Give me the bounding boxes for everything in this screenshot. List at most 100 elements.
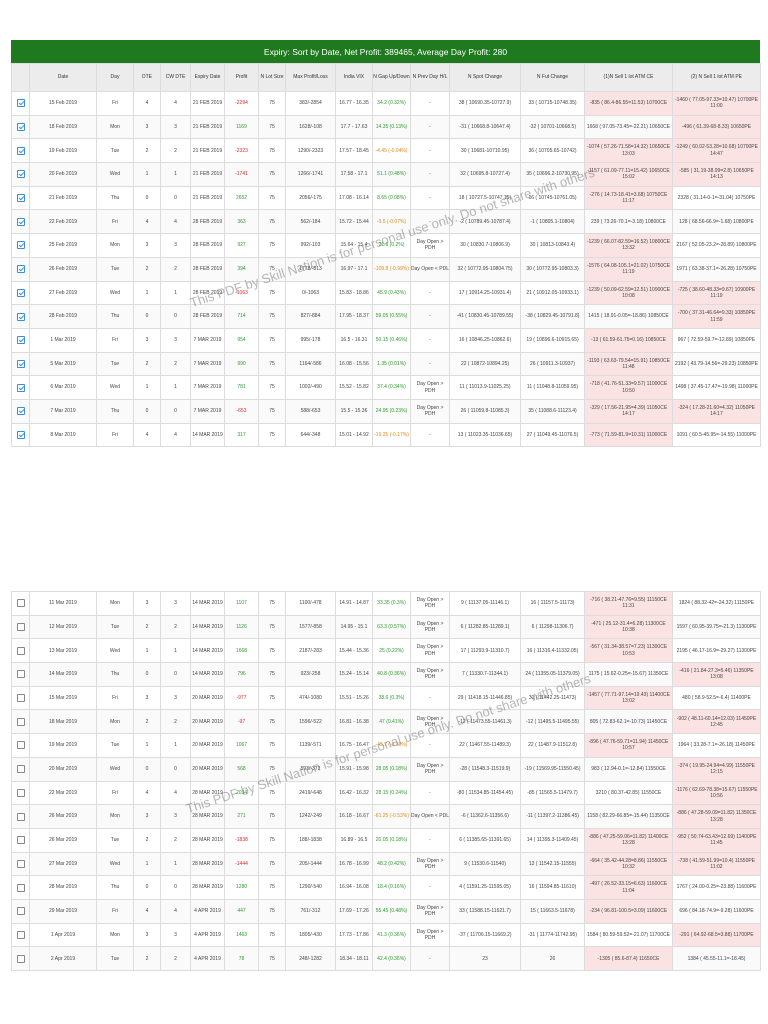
row-checkbox[interactable]: [16, 359, 25, 368]
date-cell: 5 Mar 2019: [29, 351, 97, 377]
profit-cell: -1741: [224, 162, 259, 187]
expiry-cell: 28 FEB 2019: [190, 304, 225, 329]
prev-day-hl-cell: -: [410, 327, 450, 353]
cw-dte-cell: 3: [160, 114, 191, 140]
expiry-cell: 21 FEB 2019: [190, 185, 225, 211]
row-checkbox[interactable]: [16, 717, 25, 726]
prev-day-hl-cell: -: [410, 185, 450, 211]
day-cell: Thu: [96, 304, 134, 329]
row-checkbox[interactable]: [16, 670, 25, 679]
row-checkbox[interactable]: [16, 694, 25, 703]
cw-dte-cell: 1: [160, 375, 191, 400]
gap-cell: 50.15 (0.46%): [372, 327, 411, 353]
lot-size-cell: 75: [258, 662, 286, 687]
profit-cell: 796: [224, 662, 259, 687]
row-checkbox[interactable]: [16, 407, 25, 416]
table-row: 14 Mar 2019 Thu 0 0 14 MAR 2019 796 75 923/-258…: [11, 662, 761, 687]
india-vix-cell: 17.58 - 17.1: [335, 162, 373, 187]
gap-cell: 24.95 (0.23%): [372, 398, 411, 424]
row-checkbox[interactable]: [16, 312, 25, 321]
spot-change-cell: 13 ( 11023.35-11036.65): [449, 422, 521, 448]
cw-dte-cell: 3: [160, 233, 191, 258]
atm-ce-cell: -1305 ( 85.6-87.4) 11650CE: [584, 946, 673, 971]
expiry-cell: 7 MAR 2019: [190, 351, 225, 377]
spot-change-cell: 29 ( 11418.15-11446.85): [449, 685, 521, 711]
row-checkbox[interactable]: [16, 288, 25, 297]
trades-table: 11 Mar 2019 Mon 3 3 14 MAR 2019 1107 75 1100/-4…: [11, 591, 761, 971]
row-select-cell: [11, 733, 30, 758]
row-checkbox[interactable]: [16, 930, 25, 939]
profit-cell: 394: [224, 256, 259, 282]
row-checkbox[interactable]: [16, 194, 25, 203]
row-checkbox[interactable]: [16, 599, 25, 608]
row-checkbox[interactable]: [16, 170, 25, 179]
column-header: Max Profit/Loss: [285, 63, 336, 92]
row-checkbox[interactable]: [16, 623, 25, 632]
india-vix-cell: 17.7 - 17.63: [335, 114, 373, 140]
row-checkbox[interactable]: [16, 741, 25, 750]
atm-ce-cell: -664 ( 35.42-44.28=8.86) 11550CE 10:32: [584, 851, 673, 877]
day-cell: Thu: [96, 875, 134, 900]
row-checkbox[interactable]: [16, 954, 25, 963]
row-checkbox[interactable]: [16, 812, 25, 821]
day-cell: Mon: [96, 233, 134, 258]
row-checkbox[interactable]: [16, 383, 25, 392]
gap-cell: -4.45 (-0.04%): [372, 138, 411, 164]
row-checkbox[interactable]: [16, 146, 25, 155]
row-checkbox[interactable]: [16, 765, 25, 774]
dte-cell: 3: [133, 327, 161, 353]
spot-change-cell: 9 ( 11530.6-11540): [449, 851, 521, 877]
lot-size-cell: 75: [258, 351, 286, 377]
expiry-cell: 14 MAR 2019: [190, 591, 225, 616]
india-vix-cell: 18.34 - 18.11: [335, 946, 373, 971]
row-checkbox[interactable]: [16, 836, 25, 845]
lot-size-cell: 75: [258, 185, 286, 211]
dte-cell: 0: [133, 398, 161, 424]
fut-change-cell: 27 ( 11049.45-11076.5): [520, 422, 585, 448]
dte-cell: 3: [133, 591, 161, 616]
gap-cell: -61.25 (-0.53%): [372, 804, 411, 829]
max-profit-loss-cell: 1266/-1741: [285, 162, 336, 187]
row-checkbox[interactable]: [16, 123, 25, 132]
gap-cell: 25 (0.22%): [372, 638, 411, 664]
india-vix-cell: 14.91 - 14.87: [335, 591, 373, 616]
expiry-cell: 28 MAR 2019: [190, 780, 225, 806]
row-checkbox[interactable]: [16, 646, 25, 655]
row-checkbox[interactable]: [16, 430, 25, 439]
dte-cell: 0: [133, 662, 161, 687]
spot-change-cell: 30 ( 10681-10710.95): [449, 138, 521, 164]
row-checkbox[interactable]: [16, 788, 25, 797]
date-cell: 20 Feb 2019: [29, 162, 97, 187]
prev-day-hl-cell: Day Open > PDH: [410, 756, 450, 782]
row-checkbox[interactable]: [16, 265, 25, 274]
row-checkbox[interactable]: [16, 241, 25, 250]
india-vix-cell: 15.01 - 14.92: [335, 422, 373, 448]
row-checkbox[interactable]: [16, 883, 25, 892]
max-profit-loss-cell: 1290/-2323: [285, 138, 336, 164]
table-row: 8 Mar 2019 Fri 4 4 14 MAR 2019 317 75 644/-348 1…: [11, 422, 761, 448]
row-checkbox[interactable]: [16, 859, 25, 868]
cw-dte-cell: 0: [160, 398, 191, 424]
gap-cell: 55.45 (0.48%): [372, 898, 411, 924]
spot-change-cell: 32 ( 10772.95-10804.75): [449, 256, 521, 282]
profit-cell: 1067: [224, 733, 259, 758]
row-checkbox[interactable]: [16, 217, 25, 226]
spot-change-cell: -12 ( 11473.55-11461.3): [449, 709, 521, 735]
row-checkbox[interactable]: [16, 907, 25, 916]
row-checkbox[interactable]: [16, 99, 25, 108]
expiry-cell: 4 APR 2019: [190, 922, 225, 948]
max-profit-loss-cell: 1596/-522: [285, 709, 336, 735]
atm-pe-cell: -416 ( 21.84-27.3=5.46) 11350PE 13:08: [672, 662, 761, 687]
day-cell: Tue: [96, 256, 134, 282]
max-profit-loss-cell: 761/-312: [285, 898, 336, 924]
fut-change-cell: 30 ( 10813-10843.4): [520, 233, 585, 258]
atm-ce-cell: -896 ( 47.76-59.71=11.94) 11450CE 10:57: [584, 733, 673, 758]
atm-pe-cell: 2167 ( 52.05-23.2=-28.89) 10800PE: [672, 233, 761, 258]
india-vix-cell: 16.42 - 16.32: [335, 780, 373, 806]
row-checkbox[interactable]: [16, 336, 25, 345]
cw-dte-cell: 1: [160, 851, 191, 877]
prev-day-hl-cell: -: [410, 780, 450, 806]
spot-change-cell: 17 ( 10914.25-10931.4): [449, 280, 521, 306]
row-select-cell: [11, 591, 30, 616]
gap-cell: -45.7 (-0.39%): [372, 733, 411, 758]
